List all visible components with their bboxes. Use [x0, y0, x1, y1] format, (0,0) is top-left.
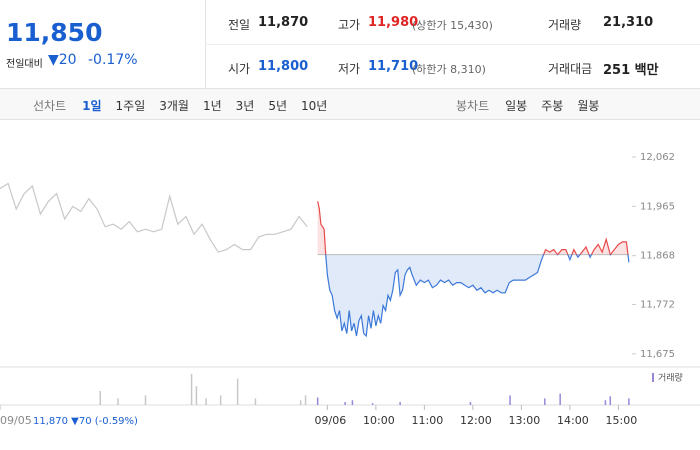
x-tick-label: 10:00 — [363, 414, 395, 427]
stat-unit: 백만 — [634, 63, 659, 78]
stat-label: 저가 — [338, 62, 361, 76]
chart: 12,062 11,965 11,868 11,772 11,675 09/05 09/06… — [0, 152, 700, 427]
x-tick-label: 09/05 — [0, 414, 32, 427]
x-tick-label: 14:00 — [557, 414, 589, 427]
tab-group-label: 봉차트 — [456, 99, 490, 113]
tab-bar: 선차트 1일 1주일 3개월 1년 3년 5년 10년 봉차트 일봉 주봉 월봉 — [0, 88, 700, 120]
legend-label: 거래량 — [658, 372, 683, 384]
volume-bar — [219, 395, 222, 405]
stat-value: 11,870 — [258, 15, 309, 30]
stat-label: 시가 — [228, 62, 251, 76]
x-tick-label: 15:00 — [606, 414, 638, 427]
volume-bar — [371, 403, 374, 405]
divider — [205, 44, 700, 45]
volume-bar — [117, 398, 119, 405]
candle-tabs: 봉차트 일봉 주봉 월봉 — [456, 97, 613, 114]
stat-value: 251 백만 — [603, 59, 659, 78]
volume-bar — [469, 402, 472, 405]
tab[interactable]: 3년 — [235, 99, 255, 113]
x-tick-label: 11:00 — [412, 414, 444, 427]
x-tick-label: 09/06 — [315, 414, 347, 427]
price-line — [0, 182, 308, 253]
volume-bar — [604, 400, 607, 405]
x-tick-label: 13:00 — [509, 414, 541, 427]
volume-bar — [509, 395, 511, 405]
stat-note: (상한가 15,430) — [412, 19, 493, 32]
current-price: 11,850 — [6, 18, 103, 47]
volume-bar — [399, 402, 401, 405]
tab[interactable]: 월봉 — [577, 99, 600, 113]
volume-bar — [609, 396, 612, 405]
volume-bar — [344, 402, 346, 405]
volume-bar — [195, 386, 198, 405]
y-tick-label: 11,772 — [640, 299, 675, 310]
tab[interactable]: 5년 — [268, 99, 288, 113]
tab[interactable]: 일봉 — [505, 99, 528, 113]
price-line — [317, 201, 630, 338]
volume-bar — [236, 378, 239, 405]
line-tabs: 선차트 1일 1주일 3개월 1년 3년 5년 10년 — [33, 97, 341, 114]
volume-bar — [544, 398, 546, 405]
tab[interactable]: 1일 — [82, 99, 102, 113]
area-fill — [317, 201, 629, 336]
stat-value: 11,710 — [368, 59, 419, 74]
volume-bar — [190, 373, 193, 405]
tab[interactable]: 1년 — [202, 99, 222, 113]
volume-bar — [628, 398, 630, 405]
volume-bar — [299, 400, 302, 405]
y-tick-label: 11,965 — [640, 201, 675, 212]
volume-bar — [304, 395, 307, 405]
stat-label: 거래량 — [548, 18, 582, 32]
volume-bar — [559, 393, 561, 405]
volume-bar — [144, 395, 147, 405]
y-tick-label: 11,868 — [640, 251, 675, 262]
legend-swatch — [652, 373, 654, 382]
y-tick-label: 11,675 — [640, 349, 675, 360]
prev-summary: 11,870 ▼70 (-0.59%) — [33, 416, 138, 427]
tab[interactable]: 1주일 — [115, 99, 146, 113]
tab-group-label: 선차트 — [33, 99, 67, 113]
volume-bar — [316, 397, 319, 405]
volume-bar — [351, 400, 354, 405]
stat-value: 11,800 — [258, 59, 309, 74]
stat-label: 고가 — [338, 18, 361, 32]
stat-label: 전일 — [228, 18, 251, 32]
stat-value: 11,980 — [368, 15, 419, 30]
stat-label: 거래대금 — [548, 62, 593, 76]
volume-bar — [205, 398, 207, 405]
x-tick-label: 12:00 — [460, 414, 492, 427]
y-tick-label: 12,062 — [640, 152, 675, 163]
tab[interactable]: 주봉 — [541, 99, 564, 113]
stat-value: 251 — [603, 63, 631, 78]
volume-bar — [99, 390, 101, 405]
volume-bar — [254, 398, 257, 405]
stat-note: (하한가 8,310) — [412, 63, 486, 76]
change-rate: -0.17% — [88, 52, 138, 68]
change-label: 전일대비 — [6, 59, 43, 70]
change: ▼20 — [48, 52, 77, 68]
stat-value: 21,310 — [603, 15, 654, 30]
tab[interactable]: 10년 — [301, 99, 328, 113]
tab[interactable]: 3개월 — [159, 99, 189, 113]
